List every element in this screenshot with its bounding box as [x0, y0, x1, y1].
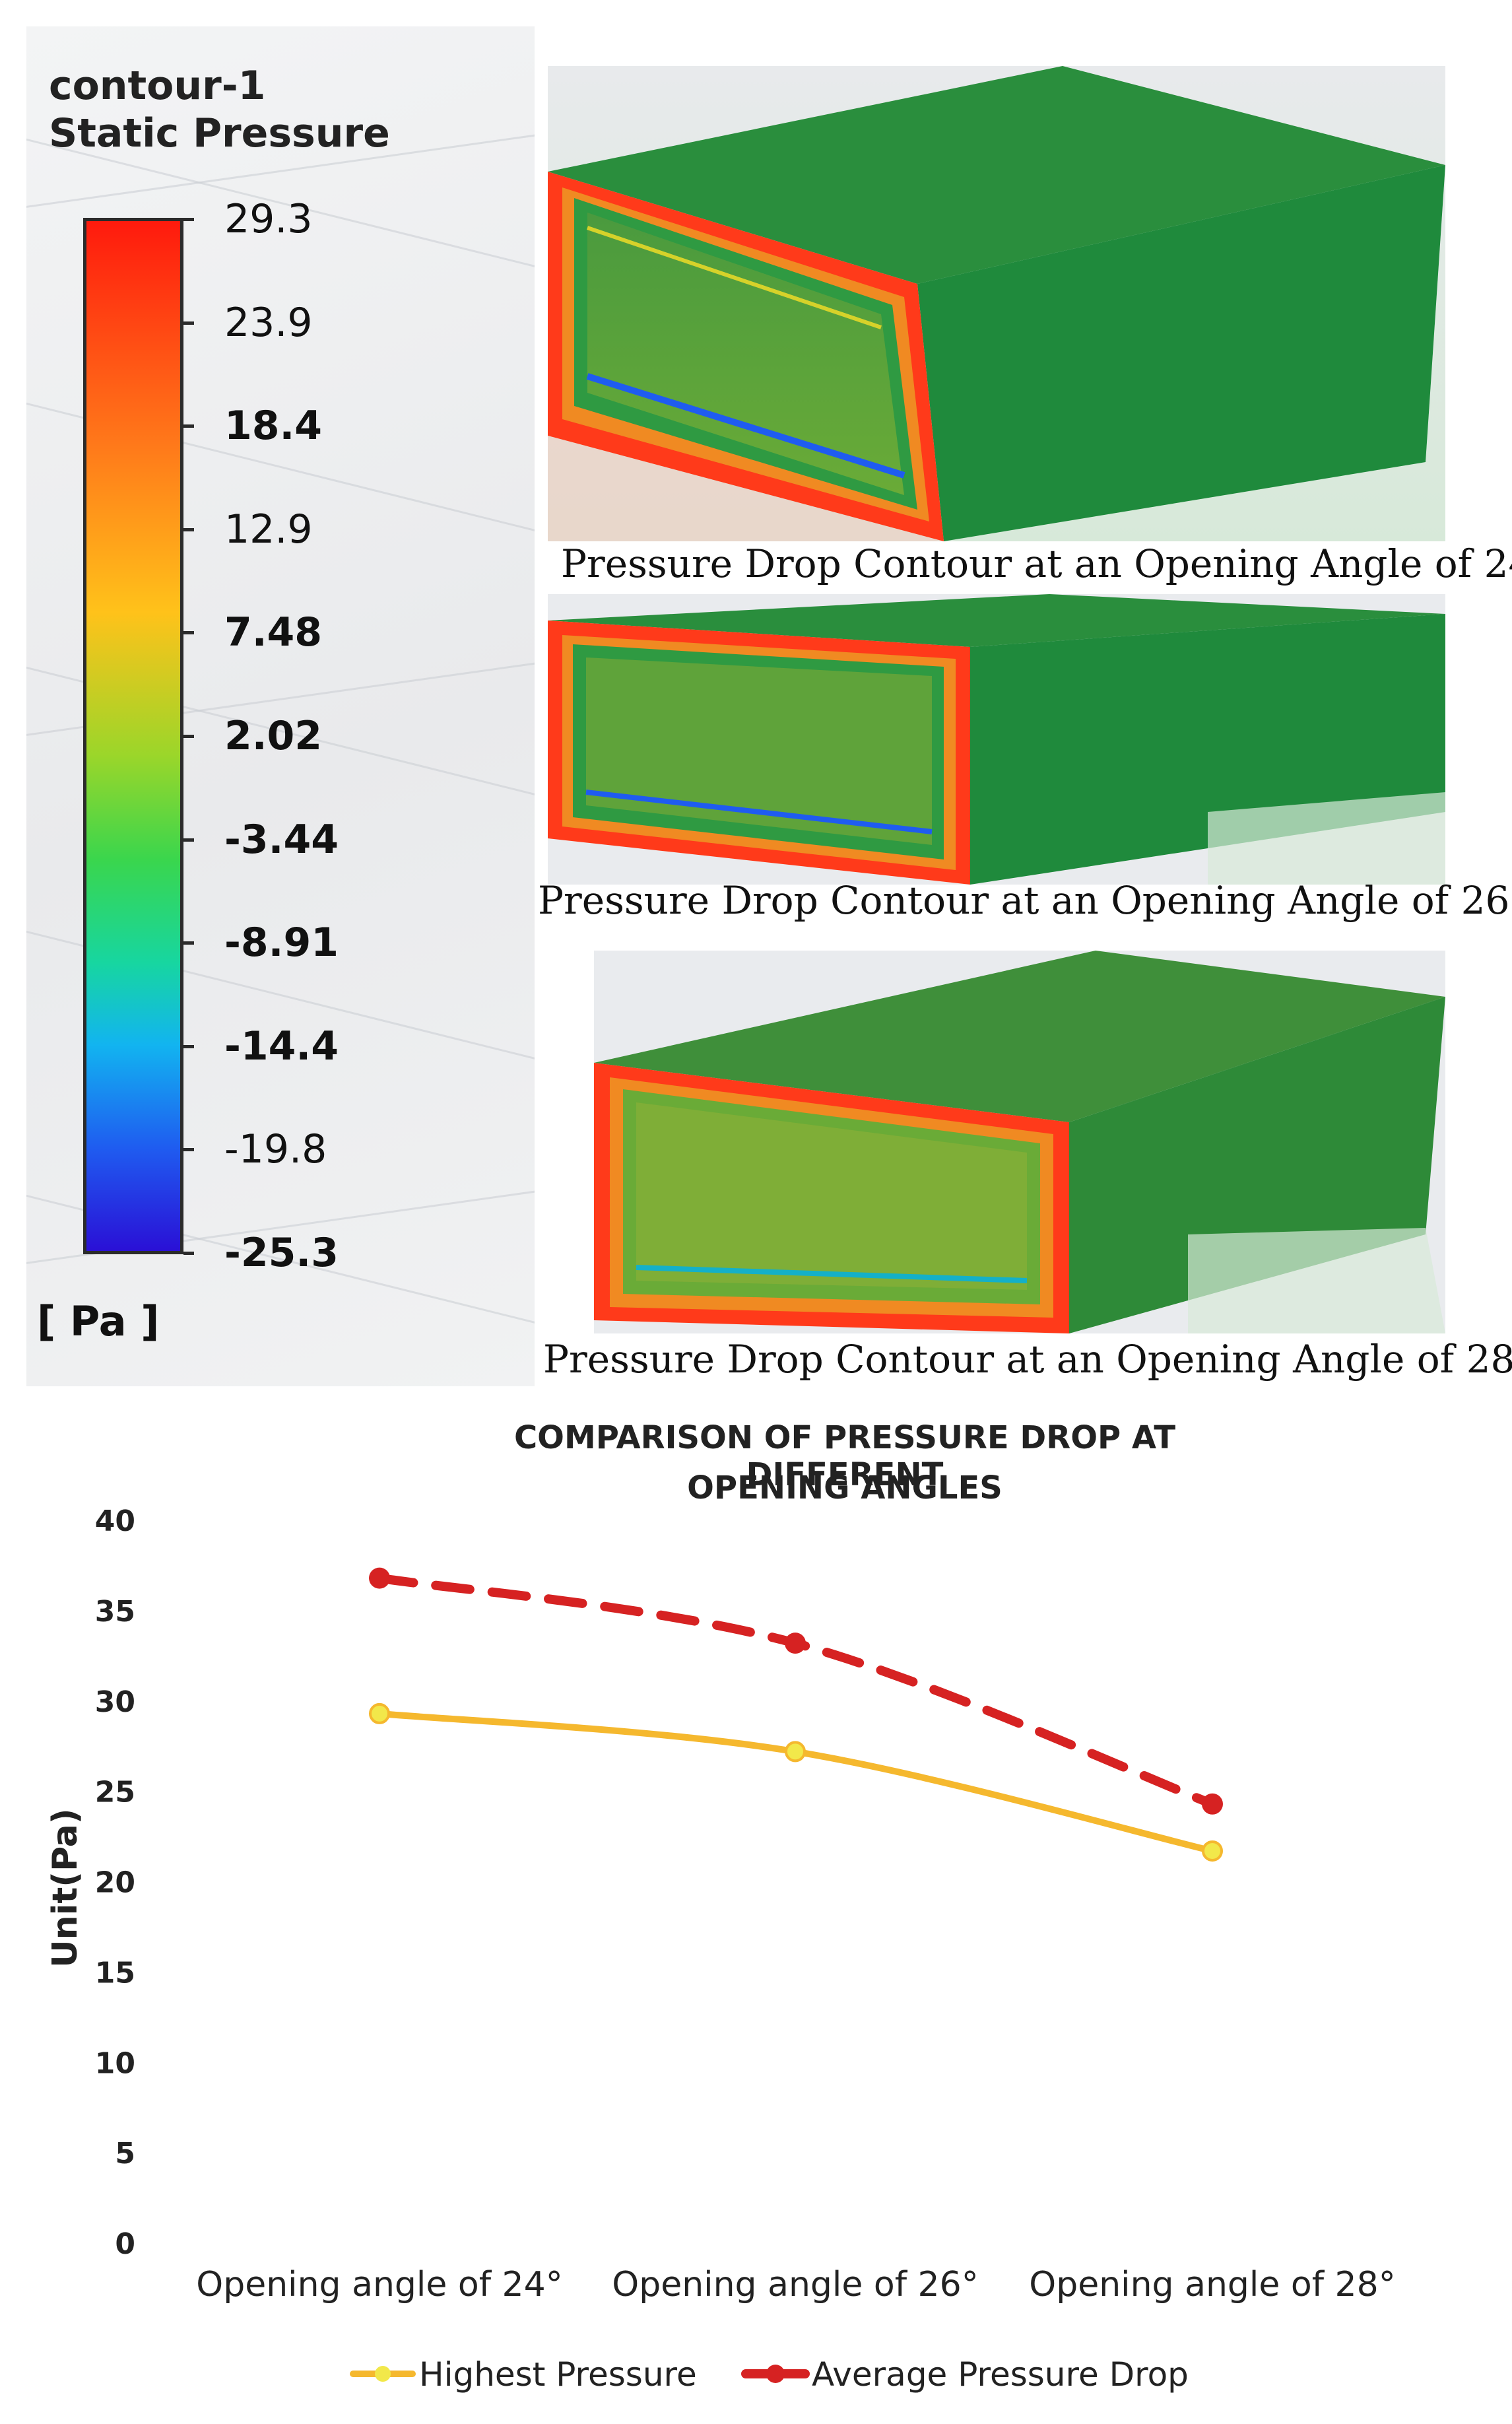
data-point-average-pressure-drop: [369, 1567, 390, 1589]
y-tick-label: 10: [95, 2046, 135, 2080]
colorbar-tick-label: 12.9: [224, 506, 313, 553]
contour-render-26: [548, 594, 1445, 885]
y-tick-label: 40: [95, 1504, 135, 1538]
data-point-average-pressure-drop: [1202, 1793, 1223, 1815]
colorbar: [83, 218, 183, 1254]
colorbar-tick-label: -25.3: [224, 1230, 339, 1276]
colorbar-tick-mark: [183, 1252, 194, 1255]
colorbar-tick-label: 29.3: [224, 196, 313, 242]
colorbar-tick-mark: [183, 1148, 194, 1152]
chart-title: COMPARISON OF PRESSURE DROP AT DIFFERENT: [513, 1419, 1176, 1493]
colorbar-tick-mark: [183, 424, 194, 428]
y-tick-label: 30: [95, 1685, 135, 1719]
y-tick-label: 35: [95, 1595, 135, 1629]
colorbar-tick-mark: [183, 321, 194, 325]
colorbar-tick-mark: [183, 527, 194, 531]
contour-render-24: [548, 66, 1445, 541]
contour-caption-24: Pressure Drop Contour at an Opening Angl…: [561, 541, 1512, 586]
legend-title: contour-1: [49, 63, 266, 109]
contour-caption-28: Pressure Drop Contour at an Opening Angl…: [543, 1337, 1512, 1382]
legend-subtitle: Static Pressure: [49, 110, 390, 156]
colorbar-tick-mark: [183, 1044, 194, 1048]
y-axis: 0 5 10 15 20 25 30 35 40: [95, 1504, 135, 2261]
colorbar-tick-mark: [183, 631, 194, 635]
y-tick-label: 5: [115, 2137, 135, 2171]
legend-swatch-marker: [375, 2366, 391, 2382]
x-tick-label: Opening angle of 26°: [612, 2265, 978, 2305]
colorbar-tick-mark: [183, 735, 194, 738]
colorbar-tick-label: -3.44: [224, 816, 339, 863]
y-tick-label: 15: [95, 1956, 135, 1990]
chart-legend: Highest Pressure Average Pressure Drop: [350, 2355, 1189, 2394]
colorbar-tick-label: 23.9: [224, 299, 313, 346]
x-axis: Opening angle of 24° Opening angle of 26°…: [196, 2265, 1395, 2305]
colorbar-tick-mark: [183, 838, 194, 842]
y-tick-label: 0: [115, 2227, 135, 2261]
data-point-average-pressure-drop: [785, 1633, 806, 1654]
colorbar-tick-label: 18.4: [224, 403, 323, 450]
y-axis-label: Unit(Pa): [46, 1808, 85, 1967]
legend-label: Highest Pressure: [419, 2355, 697, 2394]
x-tick-label: Opening angle of 28°: [1029, 2265, 1395, 2305]
colorbar-tick-label: 2.02: [224, 713, 323, 759]
legend-label: Average Pressure Drop: [812, 2355, 1189, 2394]
colorbar-tick-mark: [183, 941, 194, 945]
colorbar-tick-label: -19.8: [224, 1126, 327, 1173]
series-line-average-pressure-drop: [375, 1573, 1217, 1809]
y-tick-label: 25: [95, 1776, 135, 1809]
chart-title-line2: OPENING ANGLES: [687, 1469, 1003, 1506]
legend-unit: [ Pa ]: [37, 1297, 160, 1345]
series-line-highest-pressure: [376, 1710, 1216, 1854]
contour-caption-26: Pressure Drop Contour at an Opening Angl…: [538, 878, 1512, 923]
contour-render-28: [594, 951, 1445, 1333]
colorbar-tick-label: -8.91: [224, 920, 339, 966]
colorbar-tick-mark: [183, 218, 194, 221]
colorbar-tick-label: -14.4: [224, 1023, 339, 1069]
data-point-highest-pressure: [369, 1702, 390, 1724]
colorbar-tick-label: 7.48: [224, 609, 323, 656]
series-layer: [369, 1567, 1223, 1862]
contour-legend-panel: contour-1 Static Pressure [ Pa ] 29.3 23.…: [26, 26, 535, 1386]
legend-swatch-marker: [766, 2365, 785, 2383]
data-point-highest-pressure: [785, 1741, 806, 1763]
y-tick-label: 20: [95, 1866, 135, 1900]
data-point-highest-pressure: [1202, 1840, 1223, 1862]
x-tick-label: Opening angle of 24°: [196, 2265, 562, 2305]
